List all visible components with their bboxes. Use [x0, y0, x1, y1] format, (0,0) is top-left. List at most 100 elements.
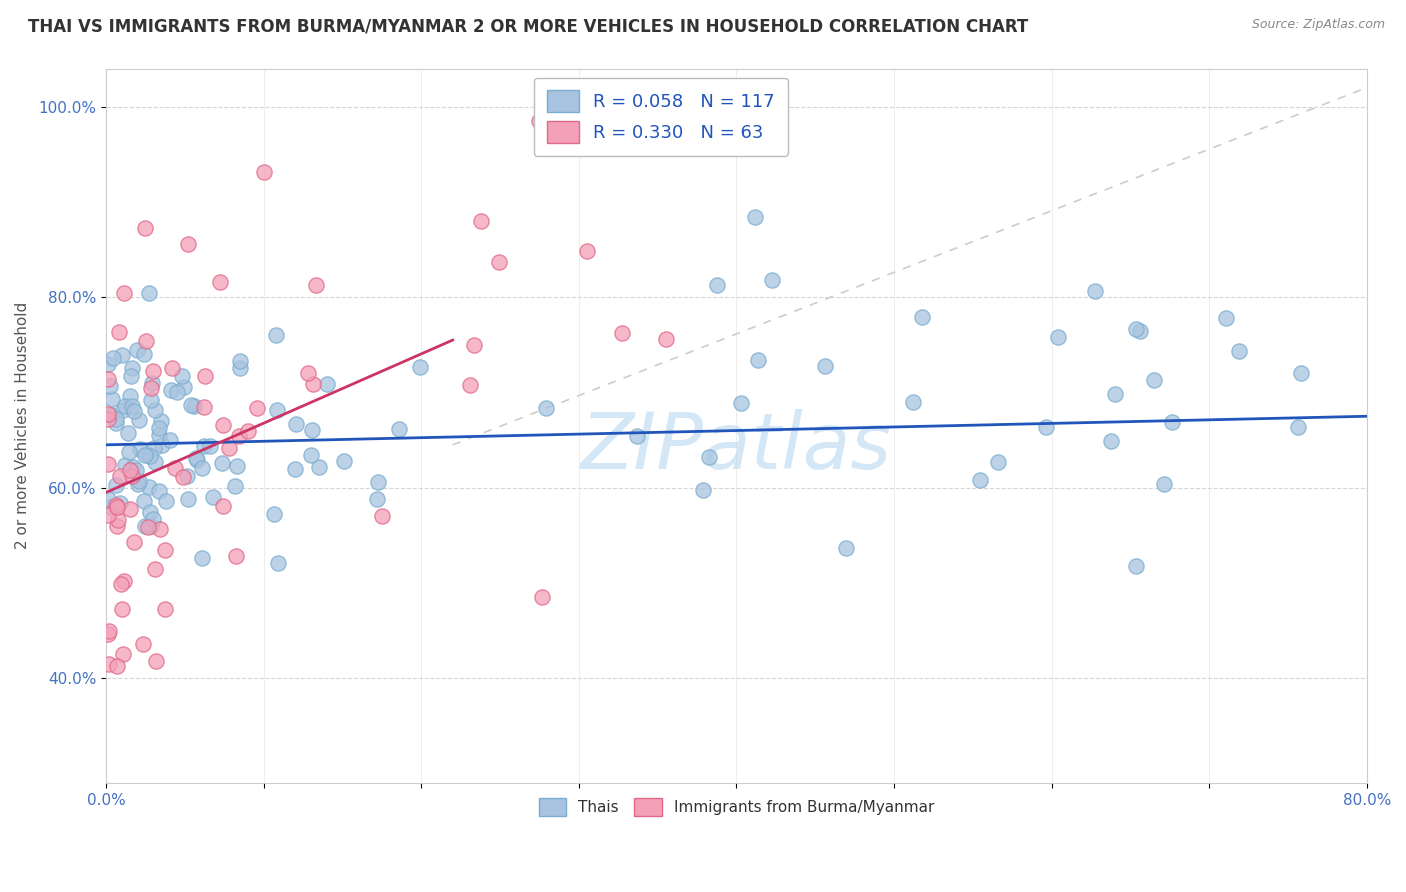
Point: [111, 647, 134, 661]
Point: [145, 403, 167, 417]
Point: [263, 508, 285, 522]
Point: [814, 359, 837, 374]
Point: [105, 659, 128, 673]
Point: [121, 360, 143, 375]
Point: [97, 508, 120, 522]
Point: [145, 654, 167, 668]
Point: [111, 348, 134, 362]
Point: [120, 368, 142, 383]
Point: [1047, 330, 1070, 344]
Point: [159, 433, 181, 447]
Point: [253, 165, 276, 179]
Point: [176, 469, 198, 483]
Point: [112, 286, 135, 301]
Point: [108, 325, 131, 339]
Point: [180, 398, 202, 412]
Point: [692, 483, 714, 497]
Point: [575, 244, 598, 258]
Point: [388, 421, 411, 435]
Point: [134, 518, 156, 533]
Point: [297, 366, 319, 380]
Point: [1143, 373, 1166, 387]
Point: [284, 417, 307, 431]
Point: [105, 500, 128, 515]
Point: [202, 490, 225, 504]
Point: [128, 413, 150, 427]
Point: [100, 409, 122, 423]
Point: [98, 378, 121, 392]
Point: [744, 210, 766, 224]
Point: [1227, 344, 1250, 359]
Point: [267, 556, 290, 570]
Point: [176, 491, 198, 506]
Point: [224, 478, 246, 492]
Point: [121, 399, 143, 413]
Y-axis label: 2 or more Vehicles in Household: 2 or more Vehicles in Household: [15, 302, 30, 549]
Point: [132, 347, 155, 361]
Point: [299, 448, 322, 462]
Point: [218, 441, 240, 455]
Point: [100, 392, 122, 406]
Point: [183, 399, 205, 413]
Point: [228, 429, 250, 443]
Point: [143, 562, 166, 576]
Point: [138, 480, 160, 494]
Point: [112, 402, 135, 417]
Point: [136, 446, 159, 460]
Point: [458, 378, 481, 392]
Point: [105, 519, 128, 533]
Point: [110, 601, 132, 615]
Point: [747, 352, 769, 367]
Point: [142, 364, 165, 378]
Point: [186, 452, 208, 467]
Point: [97, 412, 120, 426]
Point: [901, 394, 924, 409]
Point: [191, 461, 214, 475]
Point: [229, 360, 252, 375]
Point: [409, 360, 432, 375]
Point: [371, 509, 394, 524]
Point: [264, 328, 287, 343]
Point: [143, 455, 166, 469]
Point: [176, 236, 198, 251]
Point: [135, 334, 157, 349]
Point: [141, 392, 163, 407]
Point: [170, 368, 193, 383]
Point: [225, 458, 247, 473]
Point: [125, 343, 148, 357]
Point: [125, 463, 148, 477]
Point: [198, 439, 221, 453]
Point: [1215, 310, 1237, 325]
Point: [122, 534, 145, 549]
Point: [153, 542, 176, 557]
Point: [107, 513, 129, 527]
Point: [121, 468, 143, 483]
Point: [149, 414, 172, 428]
Point: [969, 473, 991, 487]
Point: [697, 450, 720, 464]
Point: [1099, 434, 1122, 449]
Point: [108, 496, 131, 510]
Point: [155, 494, 177, 508]
Point: [470, 214, 492, 228]
Point: [301, 377, 323, 392]
Point: [229, 354, 252, 368]
Point: [114, 399, 136, 413]
Point: [706, 278, 728, 293]
Point: [120, 463, 142, 477]
Point: [138, 449, 160, 463]
Point: [193, 439, 215, 453]
Point: [117, 426, 139, 441]
Point: [301, 423, 323, 437]
Point: [761, 273, 783, 287]
Point: [139, 505, 162, 519]
Point: [142, 512, 165, 526]
Point: [1129, 324, 1152, 338]
Point: [110, 577, 132, 591]
Point: [134, 221, 156, 235]
Point: [305, 277, 328, 292]
Point: [315, 377, 337, 392]
Point: [172, 469, 194, 483]
Point: [191, 551, 214, 566]
Point: [1084, 284, 1107, 298]
